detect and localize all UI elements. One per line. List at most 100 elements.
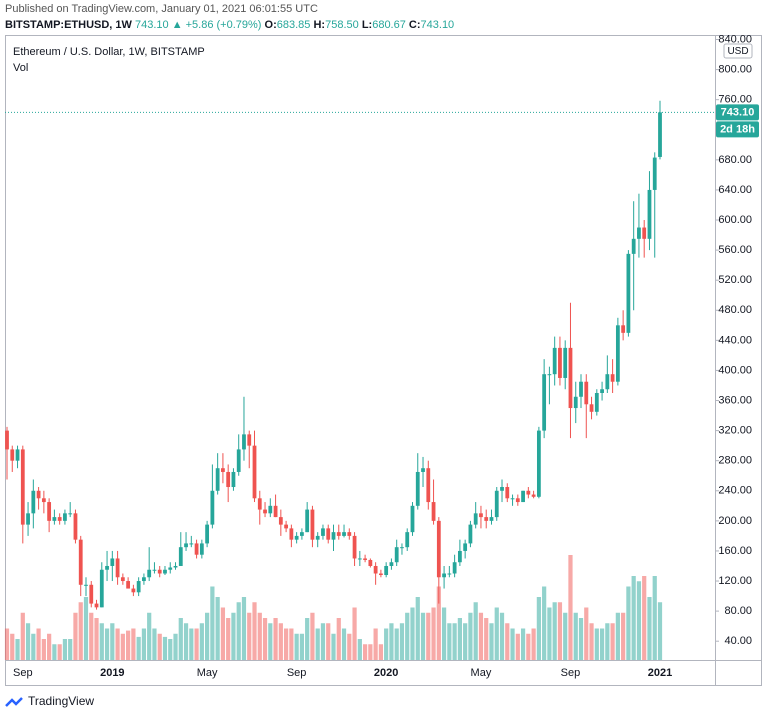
volume-bar xyxy=(447,623,452,660)
candle-body xyxy=(526,490,531,495)
candle-body xyxy=(36,490,41,499)
chart-frame xyxy=(5,35,762,686)
ohlc-label: O: xyxy=(264,19,277,31)
candle-body xyxy=(152,569,157,571)
candle-body xyxy=(573,396,578,409)
volume-bar xyxy=(36,628,41,660)
volume-bar xyxy=(573,612,578,660)
candle-body xyxy=(178,547,183,566)
candle-body xyxy=(26,513,30,525)
x-tick-label: Sep xyxy=(13,667,33,679)
y-tick-label: 560.00 xyxy=(718,244,752,256)
volume-bar xyxy=(247,612,252,660)
candle-body xyxy=(120,577,125,582)
candle-body xyxy=(115,558,120,578)
volume-bar xyxy=(94,618,99,660)
volume-bar xyxy=(373,628,378,660)
volume-bar xyxy=(415,597,420,660)
volume-bar xyxy=(4,628,10,660)
volume-bar xyxy=(389,623,394,660)
x-tick-label: Sep xyxy=(287,667,307,679)
candle-body xyxy=(110,558,115,566)
candle-body xyxy=(294,535,299,540)
candle-body xyxy=(300,532,304,536)
candle-body xyxy=(173,565,178,568)
candle-body xyxy=(331,532,336,540)
axis-layer: 40.00 80.00 120.00 160.00 200.00 240.00 280.00… xyxy=(5,33,759,679)
candle-body xyxy=(136,581,141,593)
volume-bar xyxy=(652,576,657,660)
candle-body xyxy=(199,543,204,555)
volume-bar xyxy=(157,633,162,660)
candle-body xyxy=(252,445,257,499)
brand-name: TradingView xyxy=(28,694,94,708)
chart-title: Ethereum / U.S. Dollar, 1W, BITSTAMP xyxy=(13,46,205,58)
volume-bar xyxy=(305,618,310,660)
volume-bar xyxy=(642,576,647,660)
volume-bar xyxy=(52,644,57,660)
candle-body xyxy=(5,430,9,450)
candle-body xyxy=(342,532,346,536)
volume-bar xyxy=(441,607,447,660)
volume-bar xyxy=(73,612,78,660)
candle-body xyxy=(384,565,389,576)
volume-bar xyxy=(315,628,320,660)
volume-bar xyxy=(115,628,120,660)
candle-body xyxy=(57,517,62,521)
price-change: ▲ +5.86 (+0.79%) xyxy=(171,19,262,31)
volume-bar xyxy=(220,607,226,660)
volume-bar xyxy=(205,612,210,660)
candle-body xyxy=(15,449,20,461)
candle-body xyxy=(368,559,373,566)
volume-bar xyxy=(226,618,231,660)
candle-body xyxy=(210,490,215,525)
volume-bar xyxy=(510,628,515,660)
volume-bar xyxy=(526,633,531,660)
candle-body xyxy=(68,513,73,515)
candle-body xyxy=(421,468,425,472)
volume-bar xyxy=(584,607,589,660)
volume-bar xyxy=(536,597,541,660)
candle-body xyxy=(563,347,568,378)
volume-bar xyxy=(262,618,268,660)
volume-bar xyxy=(168,639,173,660)
ohlc-value: 758.50 xyxy=(325,19,359,31)
volume-bar xyxy=(104,628,110,660)
candle-body xyxy=(157,569,162,574)
symbol: BITSTAMP:ETHUSD, 1W xyxy=(5,19,132,31)
x-tick-label: May xyxy=(197,667,218,679)
candle-layer xyxy=(5,100,662,610)
candle-body xyxy=(463,543,468,551)
volume-bar xyxy=(336,618,341,660)
candle-body xyxy=(52,517,57,521)
candle-body xyxy=(194,543,199,555)
published-line: Published on TradingView.com, January 01… xyxy=(5,3,318,15)
candle-body xyxy=(94,603,99,608)
candle-body xyxy=(357,558,362,560)
volume-bar xyxy=(368,644,373,660)
candle-body xyxy=(89,584,94,604)
y-tick-label: 320.00 xyxy=(718,425,752,437)
volume-bar xyxy=(131,628,136,660)
volume-bar xyxy=(494,607,499,660)
candle-body xyxy=(105,565,109,570)
price-label-box xyxy=(716,104,759,121)
volume-bar xyxy=(25,623,31,660)
candle-body xyxy=(20,449,25,525)
volume-bar xyxy=(147,612,152,660)
volume-bar xyxy=(578,618,584,660)
candle-body xyxy=(637,227,641,239)
y-tick-label: 800.00 xyxy=(718,64,752,76)
volume-bar xyxy=(605,623,610,660)
candle-body xyxy=(394,547,399,563)
candle-body xyxy=(373,565,378,574)
y-tick-label: 200.00 xyxy=(718,515,752,527)
volume-bar xyxy=(463,623,468,660)
candle-body xyxy=(452,562,457,574)
candle-body xyxy=(268,505,273,514)
candle-body xyxy=(321,528,325,536)
volume-bar xyxy=(362,644,368,660)
volume-bar xyxy=(241,597,247,660)
volume-layer xyxy=(4,555,663,660)
unit-label: USD xyxy=(727,46,748,57)
